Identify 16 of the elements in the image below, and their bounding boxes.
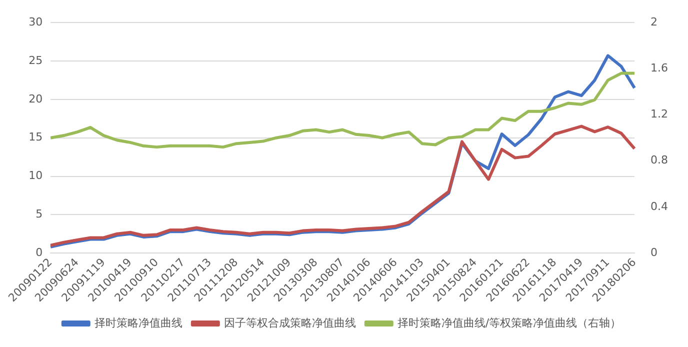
y2-tick-label: 0.8 bbox=[650, 154, 668, 167]
y-tick-label: 30 bbox=[28, 15, 43, 28]
y-tick-label: 25 bbox=[28, 54, 43, 67]
y-tick-label: 20 bbox=[28, 92, 43, 106]
legend-label: 择时策略净值曲线/等权策略净值曲线（右轴） bbox=[397, 316, 622, 330]
y-tick-label: 10 bbox=[28, 169, 43, 182]
y2-tick-label: 0.4 bbox=[650, 200, 668, 213]
y2-tick-label: 2 bbox=[650, 15, 658, 28]
legend-label: 因子等权合成策略净值曲线 bbox=[224, 316, 356, 330]
y2-tick-label: 1.6 bbox=[650, 62, 668, 75]
y2-tick-label: 0 bbox=[650, 246, 658, 259]
y-tick-label: 0 bbox=[36, 246, 43, 259]
y2-tick-label: 1.2 bbox=[650, 108, 668, 121]
legend-label: 择时策略净值曲线 bbox=[94, 316, 182, 330]
y-tick-label: 15 bbox=[28, 130, 43, 144]
y-tick-label: 5 bbox=[36, 208, 43, 221]
